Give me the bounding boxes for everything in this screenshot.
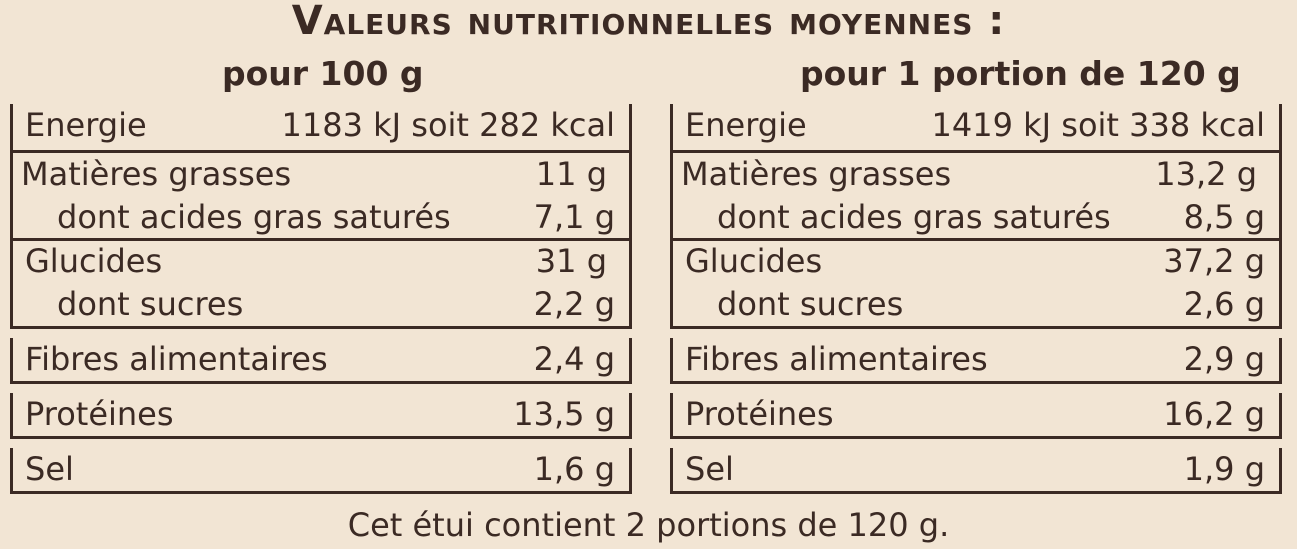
energy-value: 1419 kJ soit 338 kcal: [931, 106, 1265, 144]
fat-label: Matières grasses: [21, 155, 292, 193]
fibre-value: 2,9 g: [1183, 340, 1265, 378]
table-title: Valeurs nutritionnelles moyennes :: [291, 0, 1006, 44]
fat-row: Matières grasses 13,2 g: [673, 153, 1279, 196]
sugars-label: dont sucres: [717, 285, 904, 323]
saturates-label: dont acides gras saturés: [717, 198, 1111, 236]
fat-value: 13,2 g: [1155, 155, 1257, 193]
fibre-label: Fibres alimentaires: [25, 340, 328, 378]
protein-value: 16,2 g: [1163, 395, 1265, 433]
energy-label: Energie: [25, 106, 147, 144]
fat-value: 11 g: [535, 155, 607, 193]
column-heading: pour 100 g: [222, 54, 424, 93]
carbs-row: Glucides 31 g: [13, 240, 629, 283]
salt-value: 1,6 g: [533, 450, 615, 488]
sugars-label: dont sucres: [57, 285, 244, 323]
sugars-row: dont sucres 2,2 g: [13, 283, 629, 326]
fat-row: Matières grasses 11 g: [13, 153, 629, 196]
protein-label: Protéines: [25, 395, 174, 433]
fat-group: Matières grasses 13,2 g dont acides gras…: [670, 153, 1282, 241]
salt-group: Sel 1,6 g: [10, 448, 632, 494]
salt-value: 1,9 g: [1183, 450, 1265, 488]
fibre-row: Fibres alimentaires 2,9 g: [673, 338, 1279, 381]
salt-label: Sel: [685, 450, 734, 488]
sugars-value: 2,2 g: [533, 285, 615, 323]
sugars-row: dont sucres 2,6 g: [673, 283, 1279, 326]
carbs-group: Glucides 37,2 g dont sucres 2,6 g: [670, 240, 1282, 329]
energy-row: Energie 1419 kJ soit 338 kcal: [673, 104, 1279, 147]
energy-value: 1183 kJ soit 282 kcal: [281, 106, 615, 144]
fibre-value: 2,4 g: [533, 340, 615, 378]
protein-row: Protéines 13,5 g: [13, 393, 629, 436]
column-heading: pour 1 portion de 120 g: [800, 54, 1241, 93]
salt-row: Sel 1,6 g: [13, 448, 629, 491]
fibre-group: Fibres alimentaires 2,4 g: [10, 338, 632, 384]
sugars-value: 2,6 g: [1183, 285, 1265, 323]
energy-group: Energie 1419 kJ soit 338 kcal: [670, 104, 1282, 153]
portion-footnote: Cet étui contient 2 portions de 120 g.: [347, 506, 950, 544]
fibre-group: Fibres alimentaires 2,9 g: [670, 338, 1282, 384]
energy-group: Energie 1183 kJ soit 282 kcal: [10, 104, 632, 153]
protein-row: Protéines 16,2 g: [673, 393, 1279, 436]
salt-label: Sel: [25, 450, 74, 488]
saturates-row: dont acides gras saturés 7,1 g: [13, 196, 629, 239]
saturates-value: 7,1 g: [533, 198, 615, 236]
protein-group: Protéines 16,2 g: [670, 393, 1282, 439]
carbs-label: Glucides: [685, 242, 823, 280]
fibre-label: Fibres alimentaires: [685, 340, 988, 378]
energy-label: Energie: [685, 106, 807, 144]
energy-row: Energie 1183 kJ soit 282 kcal: [13, 104, 629, 147]
saturates-label: dont acides gras saturés: [57, 198, 451, 236]
carbs-label: Glucides: [25, 242, 163, 280]
salt-row: Sel 1,9 g: [673, 448, 1279, 491]
carbs-row: Glucides 37,2 g: [673, 240, 1279, 283]
fibre-row: Fibres alimentaires 2,4 g: [13, 338, 629, 381]
carbs-value: 31 g: [535, 242, 607, 280]
carbs-value: 37,2 g: [1163, 242, 1265, 280]
fat-label: Matières grasses: [681, 155, 952, 193]
fat-group: Matières grasses 11 g dont acides gras s…: [10, 153, 632, 241]
protein-group: Protéines 13,5 g: [10, 393, 632, 439]
saturates-value: 8,5 g: [1183, 198, 1265, 236]
salt-group: Sel 1,9 g: [670, 448, 1282, 494]
protein-label: Protéines: [685, 395, 834, 433]
protein-value: 13,5 g: [513, 395, 615, 433]
carbs-group: Glucides 31 g dont sucres 2,2 g: [10, 240, 632, 329]
saturates-row: dont acides gras saturés 8,5 g: [673, 196, 1279, 239]
